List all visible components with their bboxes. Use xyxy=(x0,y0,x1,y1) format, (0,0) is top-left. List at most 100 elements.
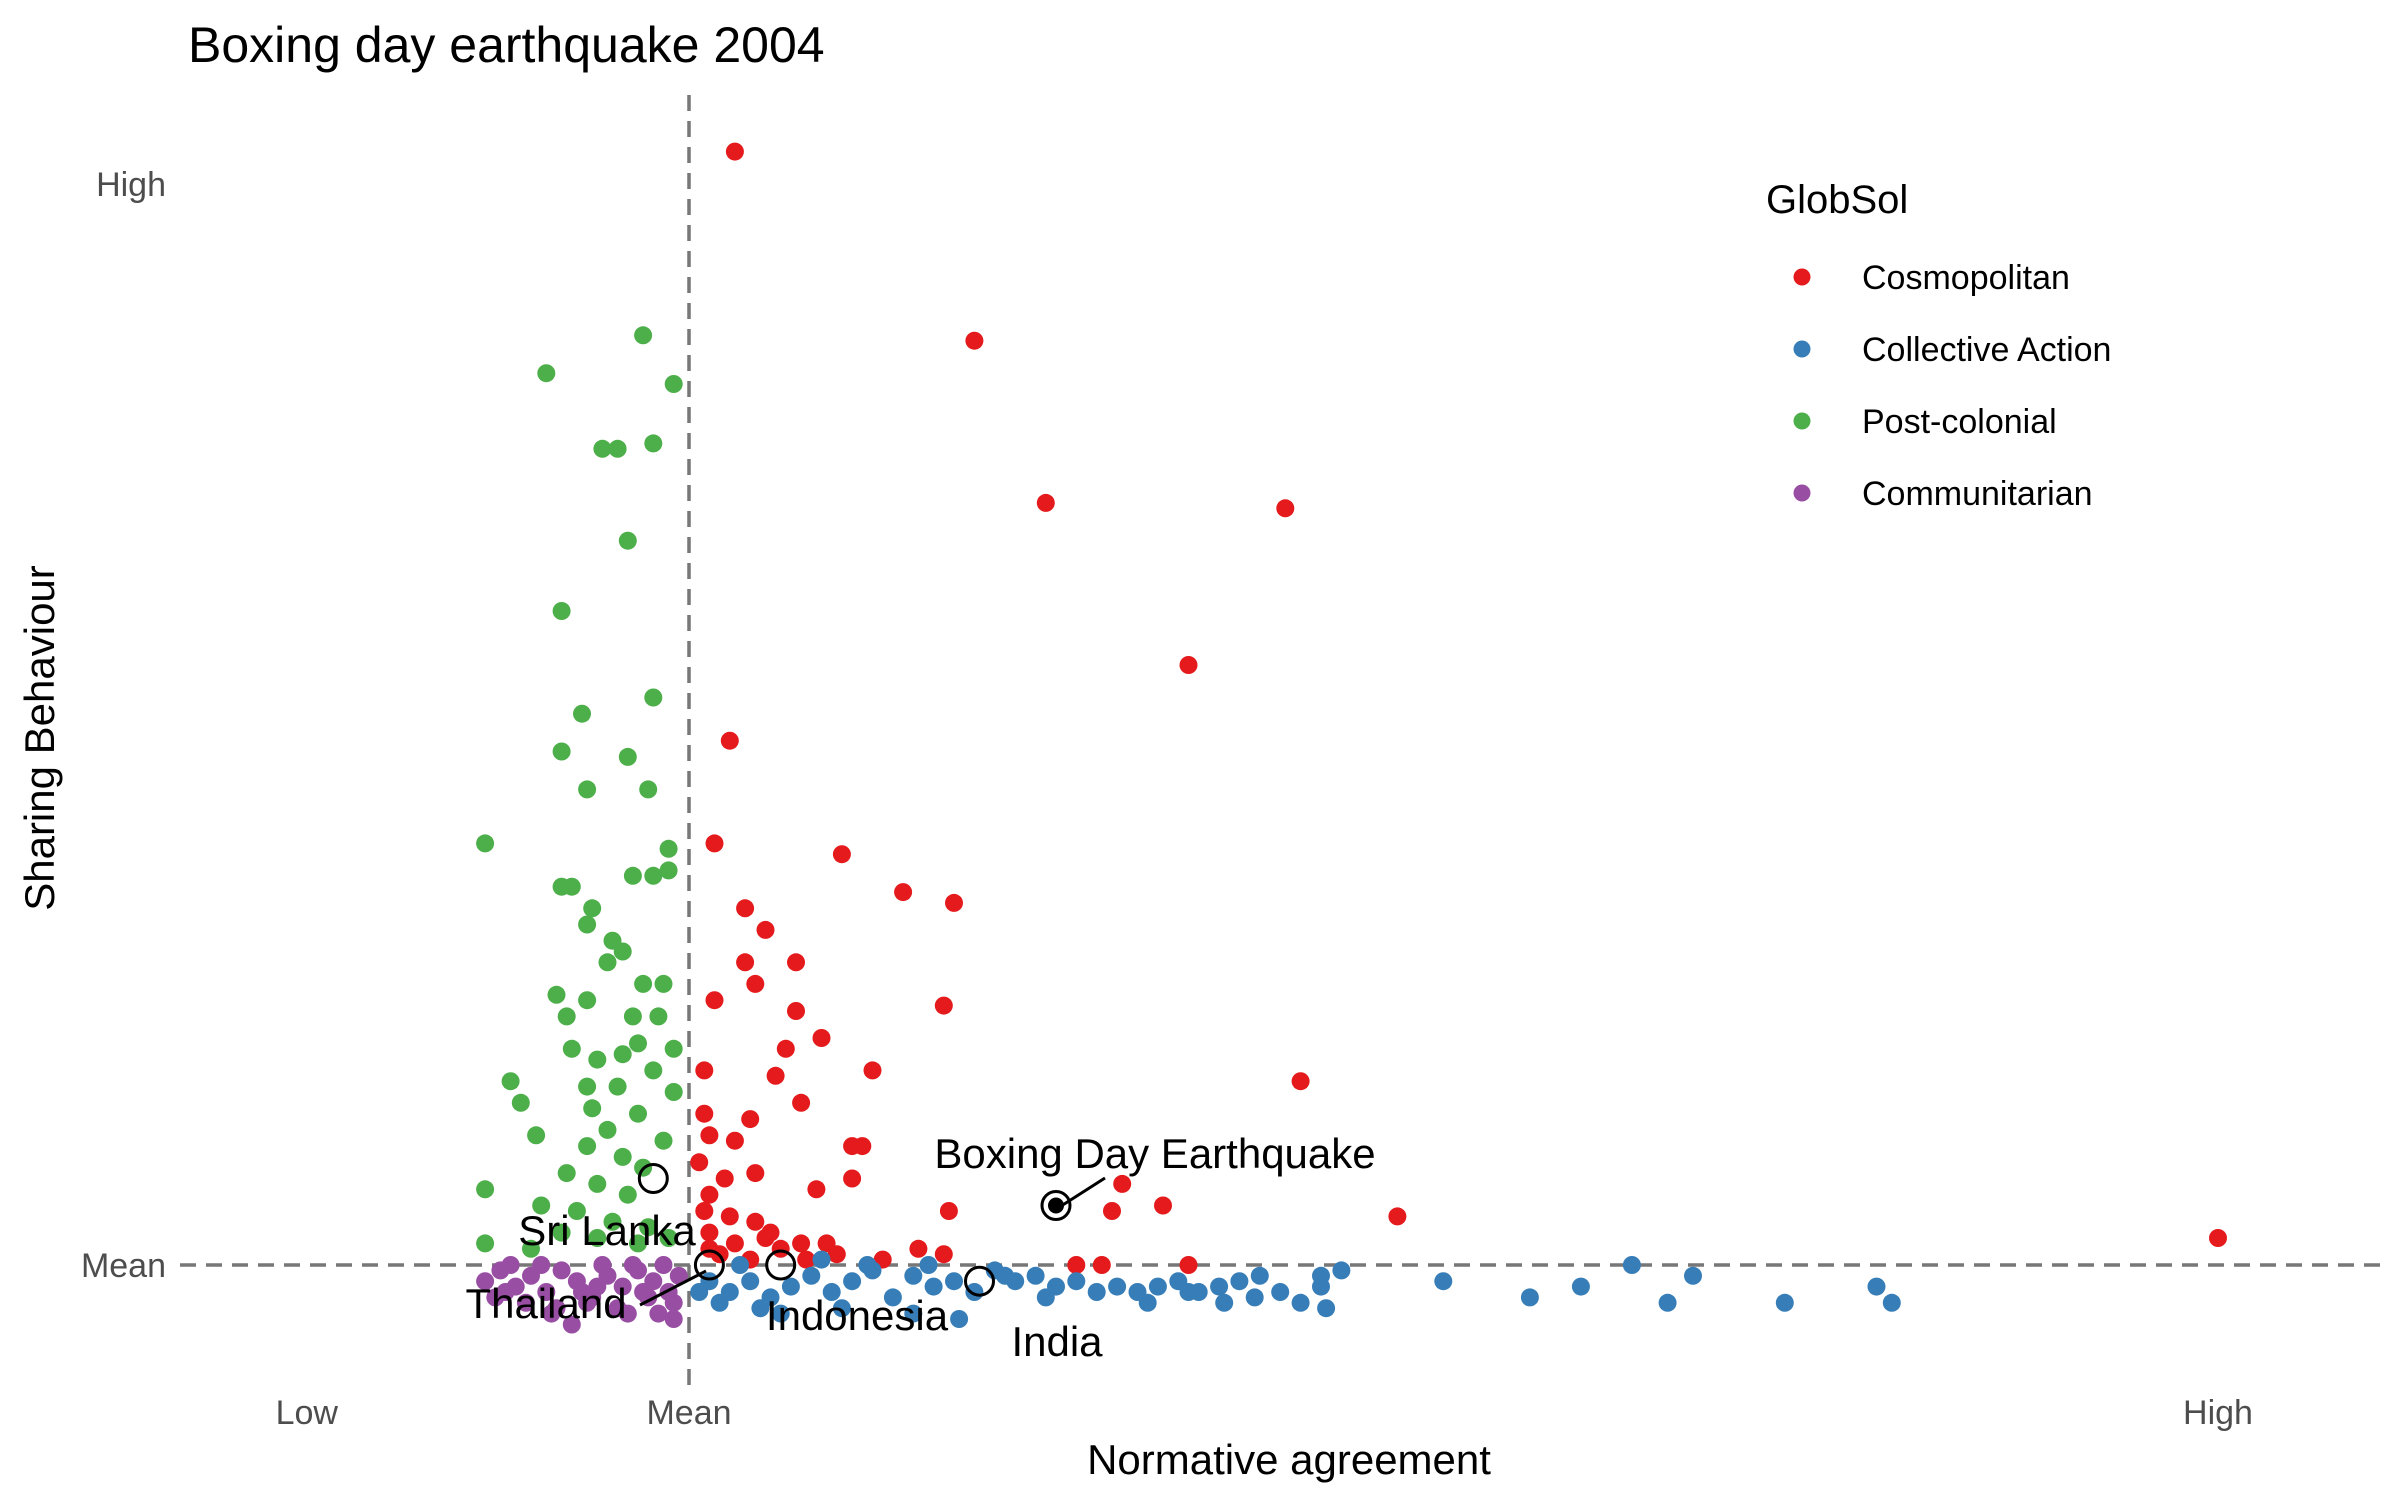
annotation-marker-sri-lanka xyxy=(637,1163,669,1194)
data-point xyxy=(909,1239,928,1258)
annotation-marker-fill-boxing-day-earthquake xyxy=(1048,1197,1064,1214)
legend-key-post-colonial xyxy=(1793,412,1811,430)
data-point xyxy=(787,953,805,972)
data-point xyxy=(1658,1293,1677,1312)
annotation-marker-india xyxy=(964,1265,995,1297)
data-point xyxy=(516,1293,535,1312)
data-point xyxy=(598,1120,617,1139)
data-point xyxy=(613,1045,632,1064)
data-point xyxy=(476,1180,495,1199)
data-point xyxy=(1434,1272,1453,1291)
data-point xyxy=(649,1304,668,1323)
data-point xyxy=(547,985,566,1004)
annotation-label-boxing-day-earthquake: Boxing Day Earthquake xyxy=(934,1130,1375,1177)
data-point xyxy=(618,531,637,550)
data-point xyxy=(501,1072,520,1091)
data-point xyxy=(945,893,963,912)
data-point xyxy=(1250,1266,1269,1285)
data-point xyxy=(746,1212,765,1231)
data-point xyxy=(1179,656,1198,674)
data-point xyxy=(552,1261,571,1280)
legend-label-post-colonial: Post-colonial xyxy=(1862,403,2057,441)
data-point xyxy=(863,1061,882,1080)
data-point xyxy=(1775,1293,1794,1312)
data-point xyxy=(690,1283,709,1301)
data-point xyxy=(669,1266,688,1285)
data-point xyxy=(1113,1174,1132,1193)
data-point xyxy=(1684,1266,1702,1285)
data-point xyxy=(1230,1272,1249,1291)
data-point xyxy=(588,1174,607,1193)
data-point xyxy=(736,953,755,972)
data-point xyxy=(1138,1293,1157,1312)
x-tick-label: Low xyxy=(276,1394,339,1432)
data-point xyxy=(664,1039,683,1058)
data-point xyxy=(1108,1277,1127,1296)
y-axis-ticks: Mean High xyxy=(81,166,166,1285)
data-point xyxy=(725,1234,744,1253)
annotation-leader-thailand xyxy=(639,1269,707,1307)
data-point xyxy=(832,1299,851,1318)
data-point xyxy=(552,602,571,620)
data-point xyxy=(950,1310,969,1328)
data-point xyxy=(736,899,755,918)
data-point xyxy=(542,1304,561,1323)
data-point xyxy=(700,1223,719,1242)
legend-key-collective-action xyxy=(1793,340,1811,358)
data-point xyxy=(812,1029,831,1047)
data-points xyxy=(476,142,2227,1334)
data-point xyxy=(1276,499,1295,518)
legend-label-cosmopolitan: Cosmopolitan xyxy=(1862,259,2070,297)
data-point xyxy=(644,866,663,885)
data-point xyxy=(1332,1261,1351,1280)
data-point xyxy=(613,1147,632,1166)
data-point xyxy=(562,1039,581,1058)
data-point xyxy=(613,942,632,961)
series-communitarian xyxy=(476,1256,688,1334)
x-axis-ticks: Low Mean High xyxy=(276,1394,2253,1432)
data-point xyxy=(904,1304,923,1323)
annotation-label-indonesia: Indonesia xyxy=(766,1292,949,1339)
data-point xyxy=(1867,1277,1886,1296)
data-point xyxy=(578,780,597,799)
data-point xyxy=(593,439,612,458)
data-point xyxy=(583,1099,602,1118)
data-point xyxy=(695,1061,714,1080)
y-axis-title: Sharing Behaviour xyxy=(16,565,63,911)
data-point xyxy=(1312,1266,1330,1285)
data-point xyxy=(634,326,653,345)
data-point xyxy=(623,866,642,885)
data-point xyxy=(771,1239,790,1258)
data-point xyxy=(710,1293,729,1312)
data-point xyxy=(792,1234,811,1253)
chart-title: Boxing day earthquake 2004 xyxy=(188,17,825,73)
data-point xyxy=(476,834,495,853)
data-point xyxy=(1882,1293,1901,1312)
data-point xyxy=(797,1250,816,1269)
data-point xyxy=(725,142,744,161)
annotation-marker-boxing-day-earthquake xyxy=(1040,1190,1072,1221)
data-point xyxy=(634,974,653,993)
data-point xyxy=(695,1202,714,1220)
data-point xyxy=(537,1283,556,1301)
data-point xyxy=(567,1202,586,1220)
data-point xyxy=(664,375,683,393)
data-point xyxy=(766,1066,785,1085)
data-point xyxy=(802,1266,821,1285)
data-point xyxy=(746,1164,765,1183)
data-point xyxy=(1103,1202,1121,1220)
data-point xyxy=(705,834,724,853)
data-point xyxy=(827,1245,846,1264)
data-point xyxy=(1087,1283,1106,1301)
data-point xyxy=(700,1126,719,1145)
data-point xyxy=(629,1234,647,1253)
data-point xyxy=(883,1288,902,1307)
data-point xyxy=(618,1304,637,1323)
data-point xyxy=(807,1180,826,1199)
data-point xyxy=(1291,1293,1310,1312)
annotation-marker-thailand xyxy=(693,1249,725,1281)
data-point xyxy=(608,439,627,458)
data-point xyxy=(1622,1256,1641,1274)
data-point xyxy=(695,1104,714,1123)
